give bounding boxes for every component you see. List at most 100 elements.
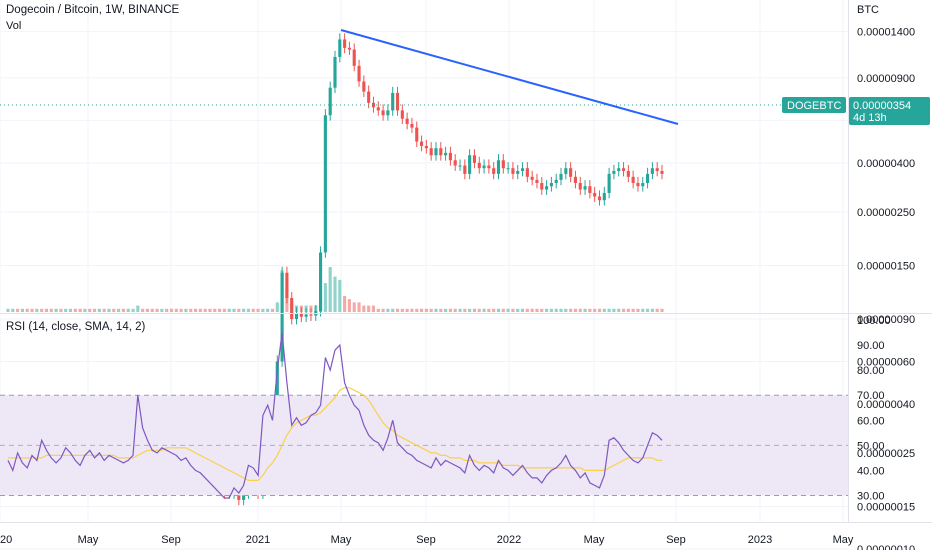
candle <box>391 86 395 116</box>
volume-bar <box>126 308 130 312</box>
candle <box>626 164 630 183</box>
volume-bar <box>213 308 217 312</box>
volume-bar <box>184 308 188 312</box>
volume-bar <box>367 305 371 312</box>
candle-body <box>573 176 578 183</box>
candle-body <box>516 171 520 174</box>
candle-body <box>530 176 534 180</box>
candle-body <box>487 165 491 169</box>
volume-bar <box>424 308 428 312</box>
volume-bar <box>237 308 241 312</box>
candle <box>660 164 664 180</box>
volume-bar <box>602 308 606 312</box>
volume-bar <box>405 308 409 312</box>
candle-body <box>641 182 645 187</box>
candle-body <box>540 182 544 190</box>
volume-bar <box>376 308 380 312</box>
candle <box>636 176 640 192</box>
price-tick-label: 0.00000040 <box>857 399 915 411</box>
volume-bar <box>270 308 275 312</box>
volume-bar <box>227 308 231 312</box>
volume-bar <box>92 308 97 312</box>
candle <box>564 162 568 180</box>
candle-body <box>347 47 351 50</box>
volume-bar <box>232 308 236 312</box>
candle-body <box>328 87 332 116</box>
volume-bar <box>636 308 640 312</box>
volume-bar <box>458 308 462 312</box>
candle-body <box>597 196 602 201</box>
candle <box>487 159 491 174</box>
candle <box>434 142 438 161</box>
candle <box>367 85 371 109</box>
candle <box>439 142 443 161</box>
candle <box>569 162 573 183</box>
candle <box>285 266 289 304</box>
candle <box>554 173 558 189</box>
volume-bar <box>472 308 477 312</box>
candle <box>395 86 400 116</box>
price-tag-price: 0.00000354 <box>853 100 911 112</box>
volume-bar <box>540 308 544 312</box>
symbol-tag <box>782 97 846 113</box>
candle-body <box>472 155 477 163</box>
candle <box>448 146 452 166</box>
volume-bar <box>97 308 101 312</box>
volume-bar <box>64 308 68 312</box>
volume-bar <box>256 308 260 312</box>
candle <box>304 308 308 323</box>
candle-body <box>607 173 611 193</box>
volume-bar <box>583 308 587 312</box>
volume-bar <box>102 308 106 312</box>
candle <box>559 167 563 186</box>
candle <box>621 162 626 177</box>
rsi-axis[interactable]: 100.00 90.00 80.00 70.00 60.00 50.00 40.00 30.0… <box>857 315 891 502</box>
candle <box>405 112 409 130</box>
candle <box>617 162 621 177</box>
rsi-tick-label: 80.00 <box>857 365 885 377</box>
candle-body <box>371 102 376 108</box>
volume-bar <box>597 308 602 312</box>
price-tag-countdown: 4d 13h <box>853 112 887 124</box>
candle-body <box>391 92 395 111</box>
volume-bar <box>54 308 58 312</box>
trendline[interactable] <box>340 29 679 125</box>
volume-bar <box>275 302 279 312</box>
candle-body <box>395 92 400 111</box>
volume-bar <box>44 308 49 312</box>
candle <box>655 162 659 177</box>
candle-body <box>357 65 361 82</box>
candle-body <box>367 91 371 103</box>
volume-bar <box>573 308 578 312</box>
price-axis[interactable]: BTC 0.000014000.000009000.000006000.0000… <box>857 4 915 550</box>
candle-body <box>506 168 510 170</box>
candle-body <box>621 168 626 172</box>
symbol-tag-text: DOGEBTC <box>787 100 841 112</box>
volume-bar <box>492 308 496 312</box>
candle <box>492 162 496 180</box>
candle-body <box>501 160 505 169</box>
time-axis[interactable]: 2020 May Sep 2021 May Sep 2022 May Sep 2023 May <box>0 534 854 546</box>
rsi-panel[interactable]: RSI (14, close, SMA, 14, 2) <box>0 321 848 499</box>
volume-bar <box>150 308 154 312</box>
volume-bar <box>419 308 424 312</box>
candle-body <box>602 192 606 201</box>
volume-bar <box>136 305 140 312</box>
volume-bar <box>631 308 635 312</box>
candle-body <box>593 192 597 197</box>
volume-bar <box>554 308 558 312</box>
candle-body <box>294 313 299 320</box>
price-tick-label: 0.00000150 <box>857 261 915 273</box>
time-tick-label: 2023 <box>748 534 772 546</box>
candle-body <box>333 56 337 88</box>
volume-bar <box>501 308 505 312</box>
candle <box>328 81 332 121</box>
volume-bar <box>511 308 515 312</box>
volume-bar <box>338 279 342 312</box>
volume-bar <box>448 308 452 312</box>
candle-body <box>343 39 347 48</box>
candle <box>429 142 433 161</box>
candle <box>419 135 424 152</box>
candle-body <box>626 171 630 177</box>
